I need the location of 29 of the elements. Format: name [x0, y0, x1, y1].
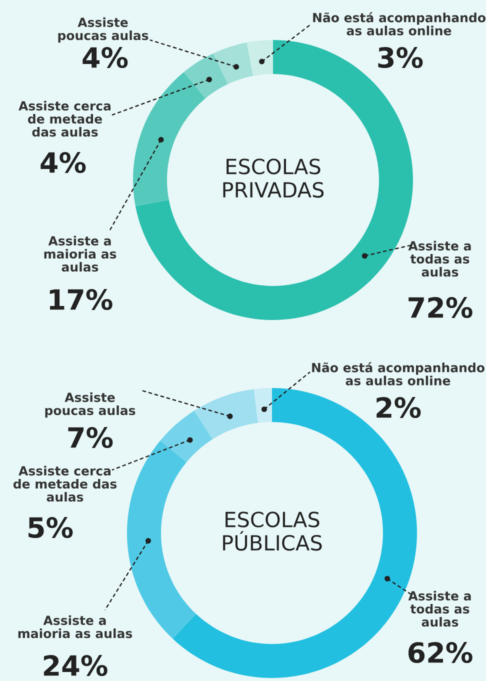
- slice-label: Assiste cerca de metade das aulas: [18, 100, 111, 137]
- text: ESCOLAS PRIVADAS: [223, 158, 324, 198]
- data-label: 7%: [68, 427, 113, 448]
- data-label: 2%: [376, 397, 421, 418]
- data-label: 5%: [28, 517, 73, 538]
- slice-label: Assiste a maioria as aulas: [44, 236, 116, 272]
- data-label: 72%: [408, 297, 472, 318]
- slice-label: Assiste a todas as aulas: [408, 590, 471, 627]
- slice-label: Não está acompanhando as aulas online: [313, 12, 486, 36]
- donut-slice: [213, 42, 254, 84]
- donut-slice: [160, 410, 213, 462]
- slice-label: Não está acompanhando as aulas online: [312, 362, 484, 386]
- donut-slice: [194, 389, 258, 440]
- data-label: 4%: [82, 47, 128, 68]
- slice-label: Assiste poucas aulas: [58, 17, 148, 43]
- data-label: 17%: [50, 289, 112, 310]
- slice-label: Assiste a todas as aulas: [408, 240, 471, 277]
- data-label: 24%: [44, 655, 108, 676]
- data-label: 62%: [408, 642, 472, 664]
- text: ESCOLAS PÚBLICAS: [223, 512, 322, 551]
- donut-slice: [184, 53, 228, 98]
- donut-slice: [246, 40, 273, 76]
- slice-label: Assiste a maioria as aulas: [18, 615, 132, 638]
- slice-label: Assiste cerca de metade das aulas: [13, 466, 117, 502]
- data-label: 4%: [40, 152, 86, 174]
- donut-slice: [254, 388, 272, 423]
- donut-slice: [133, 72, 206, 206]
- data-label: 3%: [378, 47, 423, 68]
- slice-label: Assiste poucas aulas: [45, 392, 136, 418]
